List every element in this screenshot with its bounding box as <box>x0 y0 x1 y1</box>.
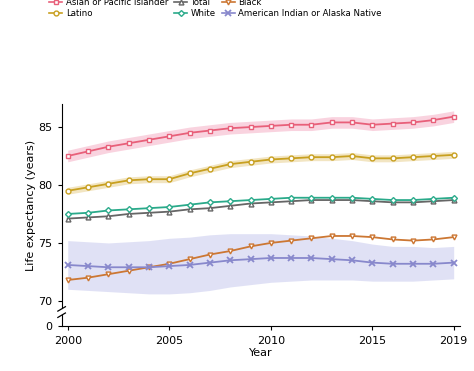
Legend: Asian or Pacific Islander, Latino, Total, White, Black, American Indian or Alask: Asian or Pacific Islander, Latino, Total… <box>46 0 385 22</box>
X-axis label: Year: Year <box>249 348 273 358</box>
Y-axis label: Life expectancy (years): Life expectancy (years) <box>26 140 36 271</box>
